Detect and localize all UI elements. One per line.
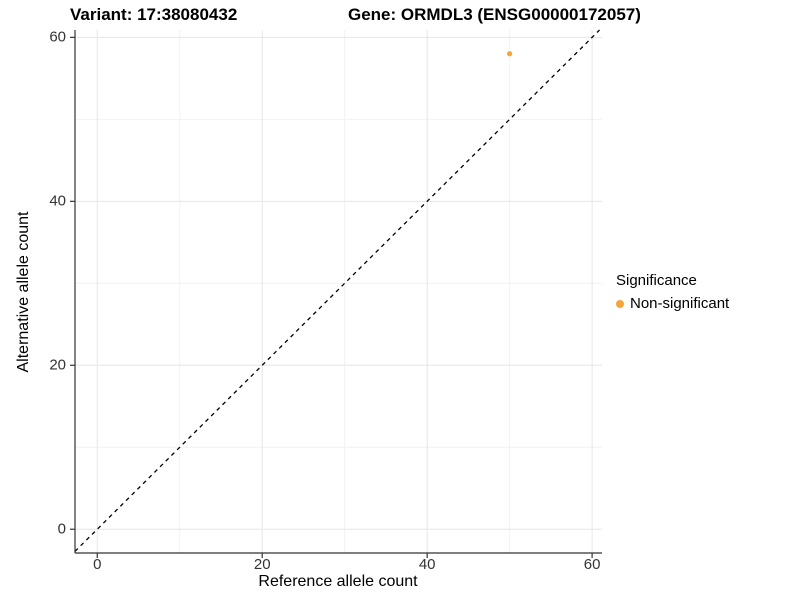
plot-title-variant: Variant: 17:38080432: [70, 5, 238, 24]
identity-reference-line: [74, 29, 600, 552]
plot-title-gene: Gene: ORMDL3 (ENSG00000172057): [348, 5, 641, 24]
x-tick-label: 20: [253, 556, 271, 573]
legend-point-icon: [616, 299, 624, 308]
x-axis-label: Reference allele count: [258, 573, 418, 590]
legend-item-label: Non-significant: [630, 295, 730, 312]
y-tick-label: 60: [49, 28, 66, 46]
y-axis-label: Alternative allele count: [15, 211, 32, 373]
y-tick-label: 0: [57, 520, 66, 538]
y-tick-label: 20: [49, 356, 66, 374]
legend-title: Significance: [616, 272, 697, 289]
legend-item-non-significant: Non-significant: [616, 295, 729, 312]
data-point: [507, 51, 513, 57]
y-tick-label: 40: [49, 192, 66, 210]
x-tick-label: 40: [418, 556, 436, 573]
legend: Significance Non-significant: [616, 272, 729, 312]
x-tick-label: 60: [583, 556, 601, 573]
x-tick-label: 0: [93, 556, 102, 573]
